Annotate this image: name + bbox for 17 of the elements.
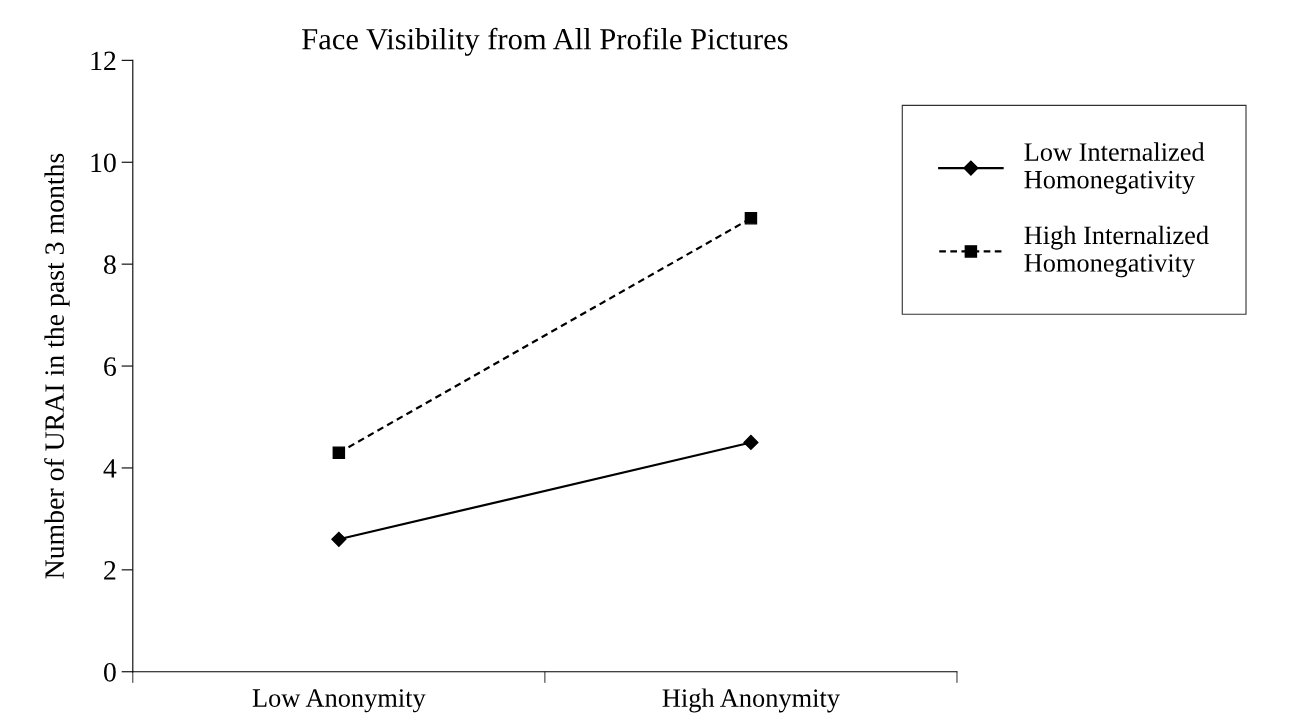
point [744,212,758,225]
y-tick-label: 0 [104,662,116,682]
point [743,434,759,451]
y-tick-label: 12 [91,51,116,70]
y-tick-label: 6 [104,357,116,376]
point [332,446,346,459]
legend-label: Low Internalized Homonegativity [1024,142,1205,194]
y-tick-label: 10 [91,153,116,173]
y-axis-title: Number of URAI in the past 3 months [44,153,70,579]
y-tick-label: 8 [104,255,116,275]
y-tick-label: 4 [103,459,117,478]
y-tick-label: 2 [104,561,116,580]
legend-label: High Internalized Homonegativity [1024,225,1209,278]
point [331,531,347,547]
x-tick-label: Low Anonymity [252,689,426,713]
chart-title: Face Visibility from All Profile Pictures [302,27,788,56]
x-tick-label: High Anonymity [662,688,840,713]
